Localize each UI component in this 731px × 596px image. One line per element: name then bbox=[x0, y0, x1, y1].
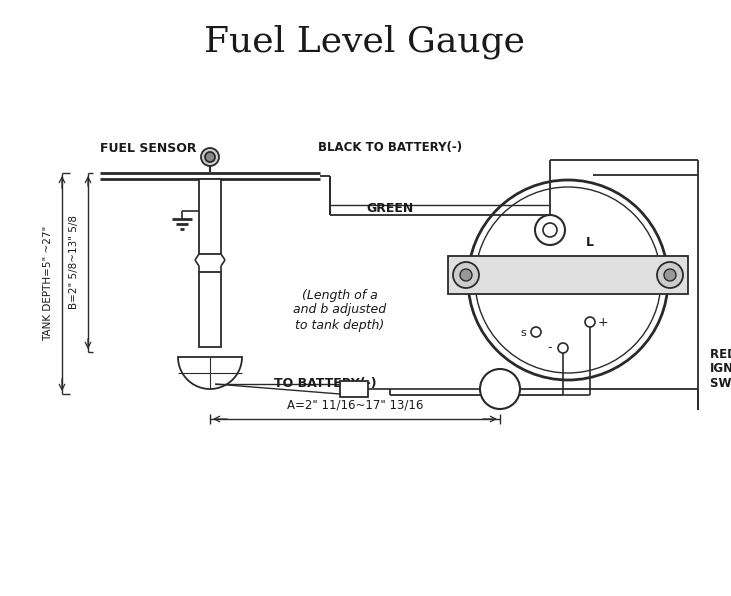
Circle shape bbox=[585, 317, 595, 327]
Text: -: - bbox=[548, 342, 552, 355]
Text: L: L bbox=[586, 235, 594, 249]
Bar bbox=[448, 256, 688, 294]
Circle shape bbox=[664, 269, 676, 281]
Circle shape bbox=[460, 269, 472, 281]
Circle shape bbox=[531, 327, 541, 337]
Circle shape bbox=[535, 215, 565, 245]
Text: (Length of a
and b adjusted
to tank depth): (Length of a and b adjusted to tank dept… bbox=[293, 288, 387, 331]
Text: TO BATTERY(-): TO BATTERY(-) bbox=[273, 377, 376, 390]
Text: FUEL SENSOR: FUEL SENSOR bbox=[99, 141, 196, 154]
Text: s: s bbox=[520, 328, 526, 338]
Text: RED TO
IGNITION
SWITCH 12V(+): RED TO IGNITION SWITCH 12V(+) bbox=[710, 347, 731, 390]
Circle shape bbox=[480, 369, 520, 409]
Circle shape bbox=[558, 343, 568, 353]
Bar bbox=[199, 179, 221, 254]
Circle shape bbox=[543, 223, 557, 237]
Circle shape bbox=[475, 187, 661, 373]
Bar bbox=[199, 272, 221, 347]
Circle shape bbox=[468, 180, 668, 380]
Circle shape bbox=[657, 262, 683, 288]
Circle shape bbox=[453, 262, 479, 288]
Bar bbox=[340, 381, 368, 397]
Text: A=2" 11/16~17" 13/16: A=2" 11/16~17" 13/16 bbox=[287, 399, 423, 411]
Text: B=2" 5/8~13" 5/8: B=2" 5/8~13" 5/8 bbox=[69, 215, 79, 309]
Text: BLACK TO BATTERY(-): BLACK TO BATTERY(-) bbox=[318, 141, 462, 154]
Text: Fuel Level Gauge: Fuel Level Gauge bbox=[205, 25, 526, 59]
Text: TANK DEPTH=5" ~27": TANK DEPTH=5" ~27" bbox=[43, 225, 53, 341]
Text: +: + bbox=[598, 315, 608, 328]
Circle shape bbox=[205, 152, 215, 162]
Text: GREEN: GREEN bbox=[366, 201, 414, 215]
Circle shape bbox=[201, 148, 219, 166]
